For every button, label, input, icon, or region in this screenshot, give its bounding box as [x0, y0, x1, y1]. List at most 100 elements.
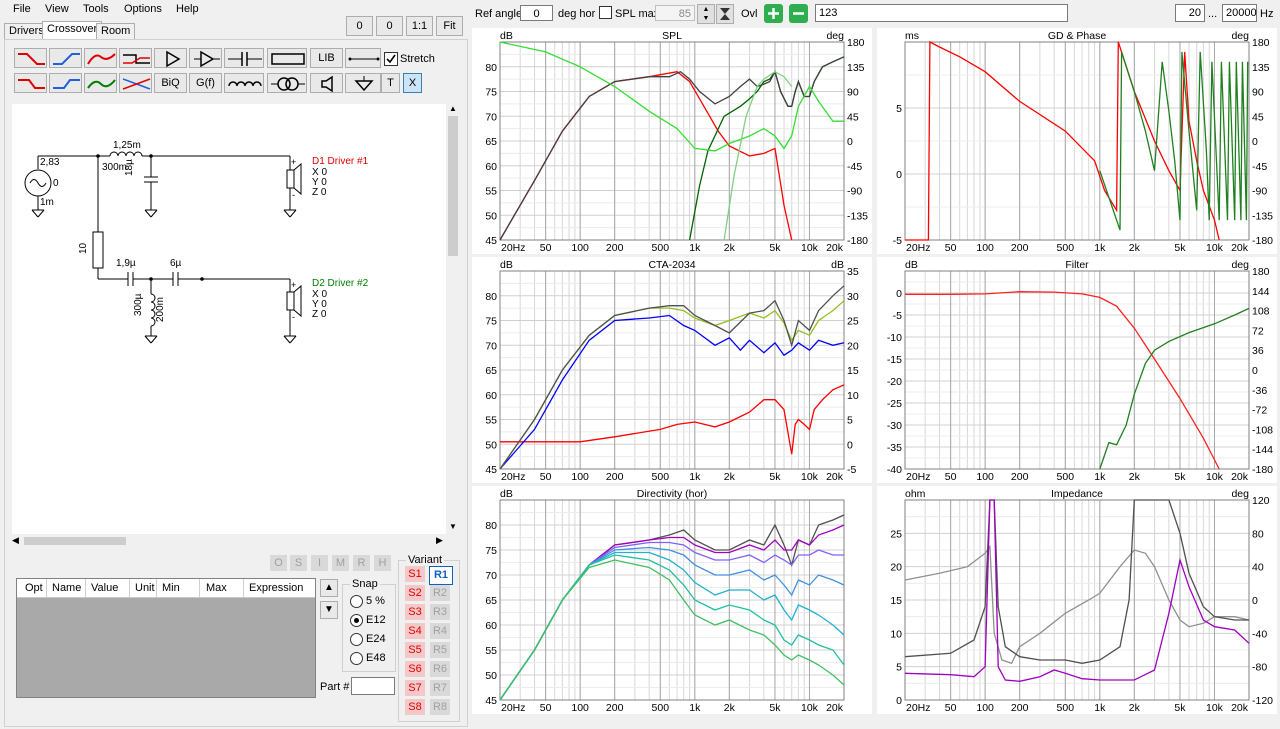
- view-button-a[interactable]: 0: [346, 16, 373, 36]
- menu-file[interactable]: File: [13, 3, 31, 15]
- col-expression[interactable]: Expression: [249, 582, 304, 594]
- lowpass-2-button[interactable]: [14, 73, 47, 93]
- col-max[interactable]: Max: [206, 582, 227, 594]
- horizontal-scroll-thumb[interactable]: [24, 537, 126, 545]
- o-button[interactable]: O: [270, 555, 287, 571]
- spl-max-input[interactable]: 85: [655, 5, 695, 21]
- view-button-b[interactable]: 0: [376, 16, 403, 36]
- menu-tools[interactable]: Tools: [83, 3, 109, 15]
- schematic-vertical-scrollbar[interactable]: ▲ ▼: [446, 104, 460, 534]
- freq-min-input[interactable]: 20: [1175, 4, 1205, 22]
- source-voltage-label[interactable]: 2,83: [40, 157, 60, 168]
- library-button[interactable]: LIB: [310, 48, 343, 68]
- driver1-name[interactable]: D1 Driver #1: [312, 156, 369, 167]
- variant-r-button-7[interactable]: R7: [430, 680, 450, 696]
- scroll-up-icon[interactable]: ▲: [449, 104, 457, 113]
- directivity-chart[interactable]: Directivity (hor) dB 80 75 70 65 60 55 50 45 20Hz 5…: [472, 486, 872, 714]
- text-tool-button[interactable]: T: [381, 73, 400, 93]
- variant-r-button-2[interactable]: R2: [430, 585, 450, 601]
- menu-options[interactable]: Options: [124, 3, 162, 15]
- variant-s-button-3[interactable]: S3: [405, 604, 425, 620]
- variant-s-button-5[interactable]: S5: [405, 642, 425, 658]
- variant-s-button-4[interactable]: S4: [405, 623, 425, 639]
- bandpass-filter-button[interactable]: [84, 48, 117, 68]
- optimizer-table[interactable]: Opt Name Value Unit Min Max Expression: [16, 578, 316, 698]
- l2-resistance-label[interactable]: 200m: [155, 296, 166, 322]
- filter-chart[interactable]: Filter dB deg 0 -5 -10 -15 -20 -25 -30 -35 -40 180 14…: [877, 257, 1277, 483]
- variant-r-button-5[interactable]: R5: [430, 642, 450, 658]
- collapse-button[interactable]: [716, 4, 734, 24]
- variant-r-button-3[interactable]: R3: [430, 604, 450, 620]
- opamp-button[interactable]: [189, 48, 222, 68]
- s-button[interactable]: S: [290, 555, 307, 571]
- tab-crossover[interactable]: Crossover: [42, 21, 103, 39]
- variant-s-button-1[interactable]: S1: [405, 566, 425, 582]
- scroll-right-icon[interactable]: ▶: [436, 535, 443, 545]
- spl-max-spinner[interactable]: ▲ ▼: [697, 4, 715, 24]
- l1-resistance-label[interactable]: 300m: [102, 162, 128, 173]
- snap-radio-5pct[interactable]: [350, 595, 363, 608]
- source-phase-label[interactable]: 0: [53, 178, 59, 189]
- variant-s-button-2[interactable]: S2: [405, 585, 425, 601]
- capacitor-button[interactable]: [224, 48, 264, 68]
- r-button[interactable]: R: [353, 555, 370, 571]
- ground-button[interactable]: [345, 73, 381, 93]
- variant-r-button-1[interactable]: R1: [429, 566, 453, 585]
- snap-radio-e12[interactable]: [350, 614, 363, 627]
- menu-help[interactable]: Help: [176, 3, 199, 15]
- menu-view[interactable]: View: [45, 3, 69, 15]
- buffer-button[interactable]: [154, 48, 187, 68]
- c1-value-label[interactable]: 18µ: [124, 159, 135, 176]
- scroll-down-icon[interactable]: ▼: [449, 522, 457, 531]
- remove-overlay-button[interactable]: [789, 4, 808, 23]
- col-value[interactable]: Value: [91, 582, 119, 594]
- allpass-button[interactable]: [84, 73, 117, 93]
- scroll-left-icon[interactable]: ◀: [12, 535, 19, 545]
- r1-value-label[interactable]: 10: [78, 242, 89, 254]
- h-button[interactable]: H: [374, 555, 391, 571]
- variant-r-button-6[interactable]: R6: [430, 661, 450, 677]
- driver2-name[interactable]: D2 Driver #2: [312, 278, 369, 289]
- biquad-button[interactable]: BiQ: [154, 73, 187, 93]
- snap-radio-e48[interactable]: [350, 652, 363, 665]
- part-number-input[interactable]: [351, 677, 395, 695]
- vertical-scroll-thumb[interactable]: [448, 116, 458, 256]
- variant-s-button-6[interactable]: S6: [405, 661, 425, 677]
- gd-phase-chart[interactable]: GD & Phase ms deg 5 0 -5 180 135 90 45 0 -45 -90 -135…: [877, 28, 1277, 254]
- wire-button[interactable]: [345, 48, 381, 68]
- spl-max-checkbox[interactable]: [599, 6, 612, 19]
- c3-value-label[interactable]: 6µ: [170, 258, 182, 269]
- move-up-button[interactable]: ▲: [320, 579, 338, 597]
- schematic-canvas[interactable]: 2,83 0 1m 1,25m 300m 18µ 10 1,9µ 6µ 300µ…: [12, 104, 446, 534]
- i-button[interactable]: I: [311, 555, 328, 571]
- tab-room[interactable]: Room: [96, 23, 136, 39]
- inductor-button[interactable]: [224, 73, 264, 93]
- schematic-horizontal-scrollbar[interactable]: ◀ ▶: [12, 534, 446, 548]
- col-min[interactable]: Min: [162, 582, 180, 594]
- freq-max-input[interactable]: 20000: [1222, 4, 1257, 22]
- x-tool-button[interactable]: X: [403, 73, 422, 93]
- l2-value-label[interactable]: 300µ: [133, 293, 144, 316]
- highpass-2-button[interactable]: [49, 73, 82, 93]
- cta2034-chart[interactable]: CTA-2034 dB dB 80 75 70 65 60 55 50 45 35 30 25 20 15 10…: [472, 257, 872, 483]
- transformer-button[interactable]: [267, 73, 307, 93]
- add-overlay-button[interactable]: [764, 4, 783, 23]
- transfer-function-button[interactable]: G(f): [189, 73, 222, 93]
- impedance-chart[interactable]: Impedance ohm deg 25 20 15 10 5 0 120 80 40 0 -40 -80-…: [877, 486, 1277, 714]
- variant-s-button-8[interactable]: S8: [405, 699, 425, 715]
- highpass-filter-button[interactable]: [49, 48, 82, 68]
- col-name[interactable]: Name: [52, 582, 82, 594]
- resistor-button[interactable]: [267, 48, 307, 68]
- overlay-name-input[interactable]: 123: [815, 4, 1068, 22]
- notch-button[interactable]: [119, 73, 152, 93]
- speaker-button[interactable]: [310, 73, 343, 93]
- source-resistance-label[interactable]: 1m: [40, 197, 54, 208]
- c2-value-label[interactable]: 1,9µ: [116, 258, 136, 269]
- move-down-button[interactable]: ▼: [320, 601, 338, 619]
- variant-r-button-4[interactable]: R4: [430, 623, 450, 639]
- stretch-checkbox[interactable]: [384, 52, 398, 66]
- tab-drivers[interactable]: Drivers: [4, 23, 49, 39]
- lowpass-filter-button[interactable]: [14, 48, 47, 68]
- m-button[interactable]: M: [332, 555, 349, 571]
- variant-s-button-7[interactable]: S7: [405, 680, 425, 696]
